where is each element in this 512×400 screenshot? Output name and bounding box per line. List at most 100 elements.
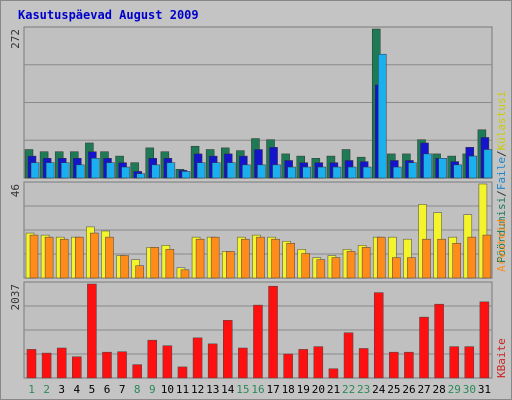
panel-pages: 46 xyxy=(9,181,493,279)
bar-visits-lehekülgi-day-3 xyxy=(60,162,70,179)
bar-bytes-kbaite-day-11 xyxy=(177,366,188,379)
bar-bytes-kbaite-day-3 xyxy=(56,347,67,379)
bar-visits-lehekülgi-day-6 xyxy=(106,162,115,179)
day-label-31: 31 xyxy=(478,383,491,396)
bar-bytes-kbaite-day-14 xyxy=(223,320,233,379)
bar-visits-lehekülgi-day-1 xyxy=(30,162,40,179)
bar-bytes-kbaite-day-4 xyxy=(72,356,82,379)
bar-pages-arvuteid-day-29 xyxy=(452,243,461,279)
bar-bytes-kbaite-day-9 xyxy=(147,339,158,379)
legend-visits-files-pages: Pöördumisi/Faile/Külastusi xyxy=(495,91,508,263)
day-label-24: 24 xyxy=(372,383,386,396)
bar-bytes-kbaite-day-29 xyxy=(449,346,459,379)
bar-visits-lehekülgi-day-21 xyxy=(332,166,342,179)
bar-pages-arvuteid-day-6 xyxy=(105,236,114,279)
day-label-30: 30 xyxy=(463,383,476,396)
bar-bytes-kbaite-day-16 xyxy=(253,304,263,379)
day-label-14: 14 xyxy=(221,383,235,396)
bar-bytes-kbaite-day-2 xyxy=(41,352,52,379)
panel-bytes-max-label: 2037 xyxy=(9,284,22,311)
day-label-18: 18 xyxy=(282,383,295,396)
bar-visits-lehekülgi-day-9 xyxy=(151,164,161,179)
bar-pages-arvuteid-day-17 xyxy=(271,238,280,279)
bar-pages-arvuteid-day-23 xyxy=(361,247,371,279)
day-label-7: 7 xyxy=(119,383,126,396)
bar-pages-arvuteid-day-11 xyxy=(180,269,190,279)
day-label-26: 26 xyxy=(402,383,415,396)
legend-bytes: KBaite xyxy=(495,338,508,378)
bar-bytes-kbaite-day-5 xyxy=(87,283,97,379)
bar-bytes-kbaite-day-31 xyxy=(479,301,490,379)
bar-visits-lehekülgi-day-14 xyxy=(227,162,236,179)
day-label-15: 15 xyxy=(236,383,249,396)
day-label-1: 1 xyxy=(28,383,35,396)
panel-visits-max-label: 272 xyxy=(9,29,22,49)
bar-visits-lehekülgi-day-23 xyxy=(362,166,372,179)
day-label-9: 9 xyxy=(149,383,156,396)
bar-bytes-kbaite-day-13 xyxy=(207,343,218,379)
bar-bytes-kbaite-day-17 xyxy=(268,285,278,379)
bar-bytes-kbaite-day-25 xyxy=(389,351,399,379)
bar-bytes-kbaite-day-22 xyxy=(343,332,354,379)
bar-visits-lehekülgi-day-24 xyxy=(377,53,387,179)
day-label-10: 10 xyxy=(161,383,174,396)
bar-bytes-kbaite-day-7 xyxy=(117,351,127,379)
day-label-27: 27 xyxy=(417,383,430,396)
bar-pages-arvuteid-day-27 xyxy=(422,238,431,279)
bar-bytes-kbaite-day-26 xyxy=(404,351,414,379)
panel-visits: 272 xyxy=(9,26,493,179)
bar-pages-arvuteid-day-22 xyxy=(346,251,356,279)
bar-pages-arvuteid-day-5 xyxy=(90,232,99,279)
bar-visits-lehekülgi-day-2 xyxy=(45,162,55,179)
bar-pages-arvuteid-day-21 xyxy=(331,257,341,279)
bar-visits-lehekülgi-day-13 xyxy=(211,162,221,179)
panel-pages-max-label: 46 xyxy=(9,184,22,197)
bar-bytes-kbaite-day-24 xyxy=(373,292,384,379)
bar-bytes-kbaite-day-12 xyxy=(192,337,203,379)
bar-bytes-kbaite-day-19 xyxy=(298,349,308,379)
bar-visits-lehekülgi-day-28 xyxy=(438,158,447,179)
bar-bytes-kbaite-day-23 xyxy=(358,348,369,379)
bar-visits-lehekülgi-day-10 xyxy=(166,162,176,179)
bar-pages-arvuteid-day-3 xyxy=(59,238,69,279)
bar-visits-lehekülgi-day-7 xyxy=(121,166,130,179)
day-label-20: 20 xyxy=(312,383,325,396)
day-label-6: 6 xyxy=(104,383,111,396)
panel-bytes: 2037 xyxy=(9,281,493,379)
bar-visits-lehekülgi-day-16 xyxy=(257,164,266,179)
bar-visits-lehekülgi-day-20 xyxy=(317,166,327,179)
bar-pages-arvuteid-day-2 xyxy=(44,236,54,279)
day-label-22: 22 xyxy=(342,383,355,396)
bar-pages-arvuteid-day-19 xyxy=(301,253,310,279)
day-label-5: 5 xyxy=(89,383,96,396)
day-label-16: 16 xyxy=(251,383,264,396)
day-label-19: 19 xyxy=(297,383,310,396)
legend-visits-files-pages-part: Pöördumisi xyxy=(495,197,508,263)
bar-pages-arvuteid-day-20 xyxy=(316,259,326,279)
chart-title: Kasutuspäevad August 2009 xyxy=(18,8,199,22)
bar-pages-arvuteid-day-28 xyxy=(437,238,446,279)
bar-pages-arvuteid-day-15 xyxy=(241,238,250,279)
legend-bytes-part: KBaite xyxy=(495,338,508,378)
bar-pages-arvuteid-day-26 xyxy=(407,257,416,279)
bar-visits-lehekülgi-day-4 xyxy=(76,164,85,179)
day-label-29: 29 xyxy=(448,383,461,396)
bar-pages-arvuteid-day-9 xyxy=(150,247,160,279)
day-label-23: 23 xyxy=(357,383,370,396)
bar-visits-lehekülgi-day-12 xyxy=(196,162,206,179)
bar-visits-lehekülgi-day-30 xyxy=(468,155,478,179)
bar-visits-lehekülgi-day-27 xyxy=(423,153,432,179)
day-label-4: 4 xyxy=(74,383,81,396)
bar-visits-lehekülgi-day-25 xyxy=(393,166,402,179)
bar-bytes-kbaite-day-20 xyxy=(313,346,324,379)
bar-visits-lehekülgi-day-31 xyxy=(483,149,493,179)
bar-pages-arvuteid-day-24 xyxy=(376,236,386,279)
chart-panels: 272 46 2037 xyxy=(9,26,493,379)
bar-pages-arvuteid-day-31 xyxy=(482,234,492,279)
bar-pages-arvuteid-day-25 xyxy=(392,257,401,279)
bar-visits-lehekülgi-day-18 xyxy=(287,166,296,179)
day-label-2: 2 xyxy=(43,383,50,396)
bar-bytes-kbaite-day-27 xyxy=(419,316,429,379)
